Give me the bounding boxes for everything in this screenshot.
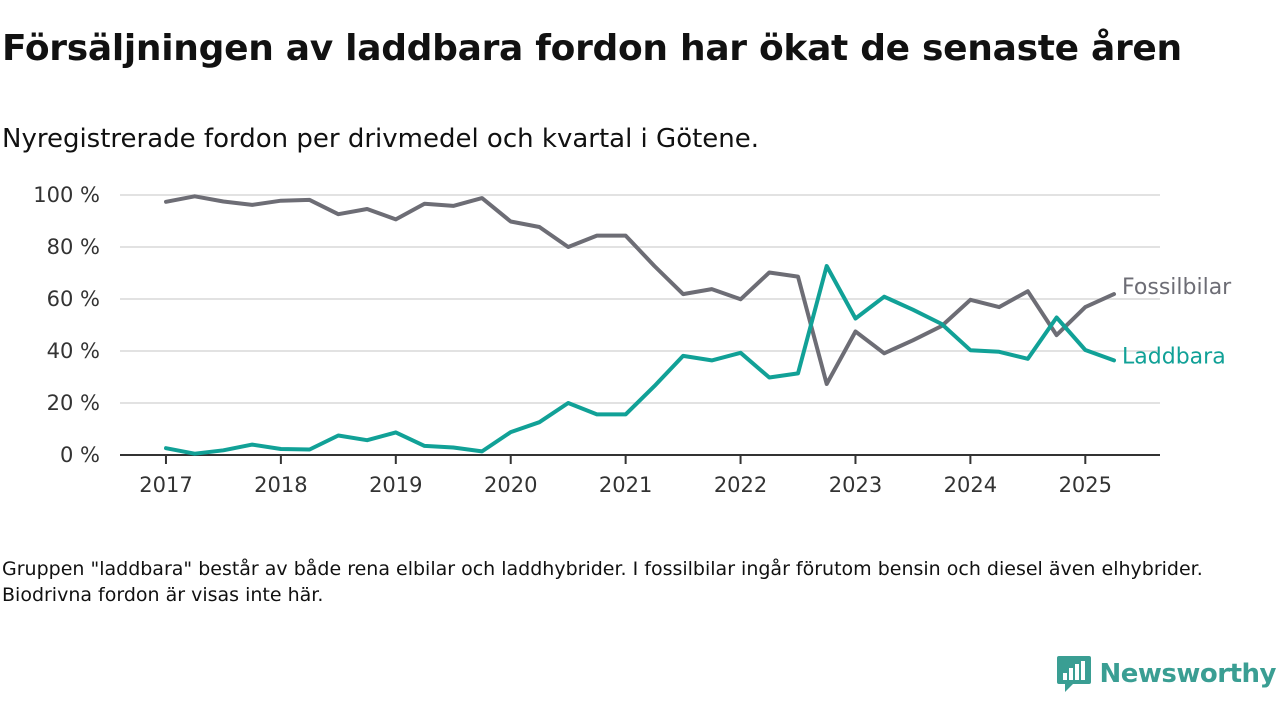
series-label-fossilbilar: Fossilbilar — [1122, 275, 1232, 300]
newsworthy-logo-text: Newsworthy — [1099, 659, 1277, 689]
y-tick-label: 80 % — [47, 235, 100, 259]
y-tick-label: 20 % — [47, 391, 100, 415]
newsworthy-logo[interactable]: Newsworthy — [1056, 654, 1277, 694]
x-tick-label: 2022 — [714, 473, 767, 497]
x-tick-label: 2025 — [1059, 473, 1112, 497]
chart-footnote: Gruppen "laddbara" består av både rena e… — [2, 558, 1203, 606]
series-line-laddbara — [164, 264, 1116, 456]
line-chart: 0 % 20 % 40 % 60 % 80 % 100 % 2017 2018 2019 2020… — [33, 183, 1232, 497]
chart-subtitle: Nyregistrerade fordon per drivmedel och … — [2, 124, 760, 154]
x-tick-label: 2020 — [484, 473, 537, 497]
newsworthy-logo-icon — [1056, 656, 1091, 692]
x-tick-label: 2019 — [369, 473, 422, 497]
x-tick-label: 2024 — [944, 473, 997, 497]
y-tick-label: 40 % — [47, 339, 100, 363]
series-line-fossilbilar — [164, 194, 1116, 386]
y-tick-label: 60 % — [47, 287, 100, 311]
x-tick-label: 2017 — [139, 473, 192, 497]
y-tick-label: 100 % — [33, 183, 100, 207]
y-tick-label: 0 % — [60, 443, 100, 467]
x-tick-label: 2021 — [599, 473, 652, 497]
chart-title: Försäljningen av laddbara fordon har öka… — [2, 28, 1182, 69]
x-tick-label: 2023 — [829, 473, 882, 497]
series-label-laddbara: Laddbara — [1122, 344, 1226, 369]
x-tick-label: 2018 — [254, 473, 307, 497]
